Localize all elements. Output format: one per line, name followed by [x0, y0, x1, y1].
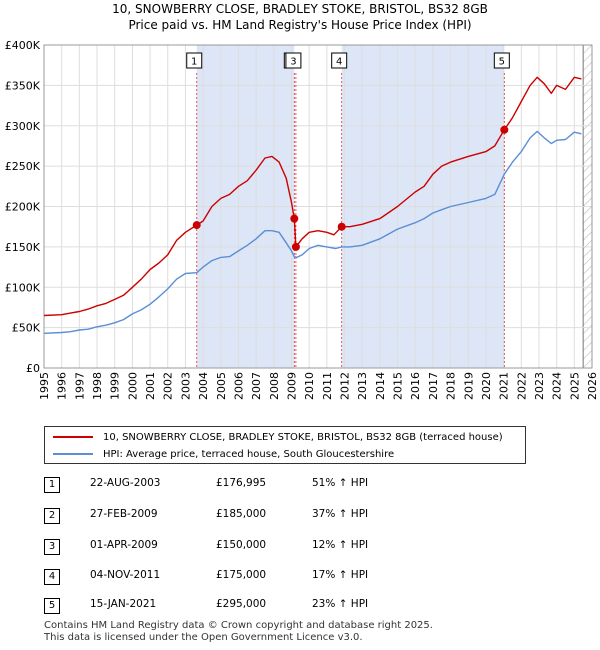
sale-label-box — [186, 52, 203, 69]
sale-point — [291, 242, 300, 251]
x-tick-label: 1995 — [38, 372, 51, 400]
x-tick-label: 2004 — [197, 372, 210, 400]
y-tick-label: £250K — [5, 160, 41, 173]
x-tick-label: 2011 — [321, 372, 334, 400]
price-chart: £0 £50K £100K £150K £200K £250K £300K £350K £400… — [5, 39, 599, 400]
sale-label: 3 — [290, 57, 296, 68]
chart-title: 10, SNOWBERRY CLOSE, BRADLEY STOKE, BRIS… — [112, 2, 488, 16]
transaction-hpi: 23% ↑ HPI — [312, 598, 369, 610]
x-tick-label: 2002 — [162, 372, 175, 400]
x-tick-label: 2007 — [250, 372, 263, 400]
chart-subtitle: Price paid vs. HM Land Registry's House … — [128, 18, 472, 32]
sale-label: 1 — [191, 57, 197, 68]
legend-item-property: 10, SNOWBERRY CLOSE, BRADLEY STOKE, BRIS… — [53, 429, 503, 445]
series-line-hpi — [43, 130, 582, 334]
x-tick-label: 2024 — [551, 372, 564, 400]
x-tick-label: 2020 — [480, 372, 493, 400]
x-tick-label: 2025 — [568, 372, 581, 400]
x-tick-label: 2008 — [268, 372, 281, 400]
y-tick-label: £200K — [5, 201, 41, 214]
x-tick-label: 2021 — [498, 372, 511, 400]
transaction-price: £176,995 — [216, 477, 267, 489]
x-tick-label: 2003 — [179, 372, 192, 400]
x-tick-label: 2005 — [215, 372, 228, 400]
x-tick-label: 2006 — [232, 372, 245, 400]
x-tick-label: 2019 — [462, 372, 475, 400]
footer-licence: This data is licensed under the Open Gov… — [44, 632, 363, 643]
transaction-hpi: 12% ↑ HPI — [312, 539, 369, 551]
transaction-number: 1 — [44, 477, 60, 493]
transaction-price: £175,000 — [216, 569, 267, 581]
sale-point — [290, 214, 299, 223]
sale-point — [500, 125, 509, 134]
x-tick-label: 2013 — [356, 372, 369, 400]
y-tick-label: £100K — [5, 281, 41, 294]
transaction-hpi: 17% ↑ HPI — [312, 569, 369, 581]
x-tick-label: 2015 — [392, 372, 405, 400]
y-tick-label: £400K — [5, 39, 41, 52]
x-tick-label: 2009 — [285, 372, 298, 400]
legend-label-hpi: HPI: Average price, terraced house, Sout… — [103, 448, 395, 460]
transaction-price: £185,000 — [216, 508, 267, 520]
legend-swatch-property — [53, 436, 93, 438]
transaction-number: 4 — [44, 569, 60, 585]
legend-label-property: 10, SNOWBERRY CLOSE, BRADLEY STOKE, BRIS… — [103, 431, 503, 443]
sale-point — [337, 222, 346, 231]
sale-label-box — [331, 52, 348, 69]
transaction-number: 2 — [44, 508, 60, 524]
plot-frame — [43, 44, 593, 369]
transaction-row: 5 15-JAN-2021 £295,000 23% ↑ HPI — [44, 597, 484, 614]
transaction-date: 01-APR-2009 — [90, 539, 158, 551]
transaction-price: £295,000 — [216, 598, 267, 610]
transaction-hpi: 37% ↑ HPI — [312, 508, 369, 520]
x-tick-label: 2010 — [303, 372, 316, 400]
x-tick-label: 2016 — [409, 372, 422, 400]
transaction-date: 22-AUG-2003 — [90, 477, 161, 489]
x-tick-label: 2000 — [126, 372, 139, 400]
legend: 10, SNOWBERRY CLOSE, BRADLEY STOKE, BRIS… — [44, 426, 526, 464]
transaction-date: 15-JAN-2021 — [90, 598, 157, 610]
y-tick-label: £350K — [5, 79, 41, 92]
transaction-number: 3 — [44, 539, 60, 555]
sale-label-box — [285, 52, 302, 69]
sale-label: 5 — [499, 57, 505, 68]
x-tick-label: 2014 — [374, 372, 387, 400]
x-tick-label: 2017 — [427, 372, 440, 400]
transaction-hpi: 51% ↑ HPI — [312, 477, 369, 489]
transaction-row: 3 01-APR-2009 £150,000 12% ↑ HPI — [44, 538, 484, 555]
transaction-date: 04-NOV-2011 — [90, 569, 161, 581]
footer-copyright: Contains HM Land Registry data © Crown c… — [44, 620, 433, 631]
sale-point — [192, 221, 201, 230]
transaction-row: 1 22-AUG-2003 £176,995 51% ↑ HPI — [44, 476, 484, 493]
transaction-row: 4 04-NOV-2011 £175,000 17% ↑ HPI — [44, 568, 484, 585]
legend-swatch-hpi — [53, 453, 93, 455]
x-tick-label: 1999 — [109, 372, 122, 400]
sale-label-box — [493, 52, 510, 69]
x-tick-label: 2026 — [586, 372, 599, 400]
transaction-row: 2 27-FEB-2009 £185,000 37% ↑ HPI — [44, 507, 484, 524]
x-tick-label: 1996 — [56, 372, 69, 400]
sale-label: 4 — [336, 57, 342, 68]
transaction-price: £150,000 — [216, 539, 267, 551]
y-tick-label: £50K — [12, 322, 41, 335]
y-tick-label: £300K — [5, 120, 41, 133]
legend-item-hpi: HPI: Average price, terraced house, Sout… — [53, 446, 394, 462]
x-tick-label: 2023 — [533, 372, 546, 400]
x-tick-label: 1997 — [73, 372, 86, 400]
y-tick-label: £150K — [5, 241, 41, 254]
x-tick-label: 1998 — [91, 372, 104, 400]
x-tick-label: 2018 — [445, 372, 458, 400]
x-tick-label: 2022 — [515, 372, 528, 400]
transaction-number: 5 — [44, 598, 60, 614]
x-tick-label: 2001 — [144, 372, 157, 400]
y-tick-label: £0 — [26, 362, 40, 375]
transaction-date: 27-FEB-2009 — [90, 508, 158, 520]
x-tick-label: 2012 — [339, 372, 352, 400]
